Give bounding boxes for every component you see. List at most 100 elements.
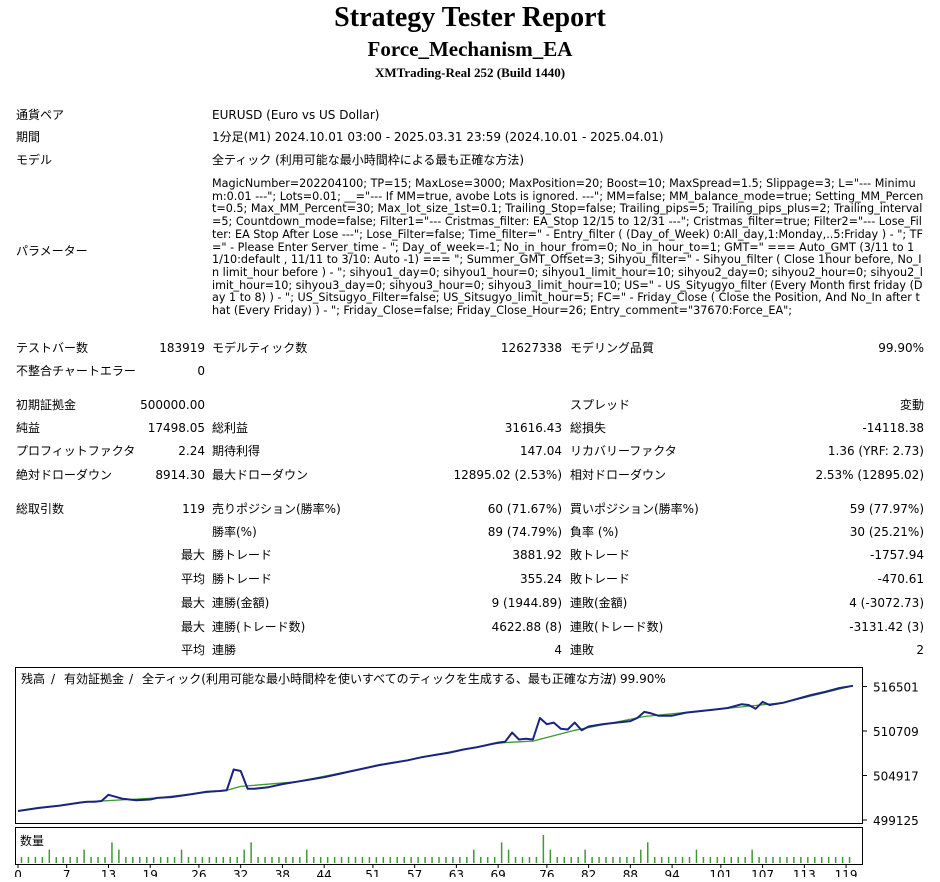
y-tick-label: 499125 <box>873 814 919 828</box>
abs-dd-label: 絶対ドローダウン <box>16 468 113 482</box>
quality-label: モデリング品質 <box>570 341 655 355</box>
x-tick-label: 119 <box>835 868 858 877</box>
legend-model: 全ティック(利用可能な最小時間枠を使いすべてのティックを生成する、最も正確な方法… <box>142 671 617 686</box>
max-dd-value: 12895.02 (2.53%) <box>453 468 562 482</box>
x-tick-label: 107 <box>751 868 774 877</box>
period-label: 期間 <box>16 130 41 144</box>
legend-equity: 有効証拠金 <box>64 671 124 686</box>
legend-sep-1: / <box>51 672 56 686</box>
gross-profit-label: 総利益 <box>212 421 249 435</box>
x-tick-label: 26 <box>191 868 206 877</box>
y-tick-label: 510709 <box>873 725 919 739</box>
x-tick-label: 57 <box>407 868 422 877</box>
largest-win-value: 3881.92 <box>512 548 562 562</box>
recovery-label: リカバリーファクタ <box>570 444 677 458</box>
winrate-label: 勝率(%) <box>212 525 257 539</box>
params-label: パラメーター <box>16 244 88 258</box>
x-tick-label: 32 <box>233 868 248 877</box>
mismatch-value: 0 <box>197 364 205 378</box>
volume-label: 数量 <box>20 833 44 848</box>
deposit-label: 初期証拠金 <box>16 398 77 412</box>
symbol-value: EURUSD (Euro vs US Dollar) <box>212 108 380 122</box>
trades-label: 総取引数 <box>16 502 65 516</box>
x-tick-label: 51 <box>365 868 380 877</box>
mismatch-label: 不整合チャートエラー <box>16 364 136 378</box>
x-tick-label: 19 <box>143 868 158 877</box>
x-tick-label: 101 <box>709 868 732 877</box>
largest-loss-label: 敗トレード <box>570 548 631 562</box>
avg-win-value: 355.24 <box>520 572 562 586</box>
max2-label: 最大 <box>180 620 205 634</box>
balance-line <box>17 684 854 812</box>
x-tick-label: 7 <box>63 868 71 877</box>
legend-balance: 残高 <box>21 671 45 686</box>
avg-cons-wins-value: 4 <box>554 643 562 657</box>
y-tick-label: 516501 <box>873 681 919 695</box>
avg-loss-label: 敗トレード <box>570 572 631 586</box>
report-title: Strategy Tester Report <box>334 2 606 33</box>
spread-value: 変動 <box>899 398 924 412</box>
y-tick-label: 504917 <box>873 770 919 784</box>
largest-win-label: 勝トレード <box>212 548 273 562</box>
lossrate-label: 負率 (%) <box>570 525 619 539</box>
x-tick-label: 38 <box>275 868 290 877</box>
consec-wins-cnt-value: 4622.88 (8) <box>491 620 562 634</box>
largest-loss-value: -1757.94 <box>870 548 924 562</box>
deposit-value: 500000.00 <box>140 398 205 412</box>
avg-cons-losses-label: 連敗 <box>570 643 595 657</box>
consec-losses-amt-label: 連敗(金額) <box>570 596 628 610</box>
period-value: 1分足(M1) 2024.10.01 03:00 - 2025.03.31 23… <box>212 130 664 144</box>
avg-cons-wins-label: 連勝 <box>212 643 237 657</box>
avg-loss-value: -470.61 <box>877 572 924 586</box>
bars-label: テストバー数 <box>16 341 89 355</box>
consec-wins-cnt-label: 連勝(トレード数) <box>212 620 306 634</box>
ticks-value: 12627338 <box>500 341 562 355</box>
params-value: MagicNumber=202204100; TP=15; MaxLose=30… <box>212 177 924 318</box>
recovery-value: 1.36 (YRF: 2.73) <box>827 444 924 458</box>
trades-value: 119 <box>182 502 205 516</box>
long-label: 買いポジション(勝率%) <box>570 502 699 516</box>
x-tick-label: 69 <box>491 868 506 877</box>
consec-wins-amt-label: 連勝(金額) <box>212 596 270 610</box>
consec-losses-amt-value: 4 (-3072.73) <box>849 596 924 610</box>
x-tick-label: 44 <box>317 868 332 877</box>
gross-loss-label: 総損失 <box>570 421 607 435</box>
rel-dd-value: 2.53% (12895.02) <box>815 468 924 482</box>
largest-label: 最大 <box>180 548 205 562</box>
model-label: モデル <box>16 153 53 167</box>
legend-sep-2: / <box>129 672 134 686</box>
pf-value: 2.24 <box>178 444 205 458</box>
server-build: XMTrading-Real 252 (Build 1440) <box>374 65 566 80</box>
consec-wins-amt-value: 9 (1944.89) <box>491 596 562 610</box>
consec-losses-cnt-label: 連敗(トレード数) <box>570 620 664 634</box>
gross-loss-value: -14118.38 <box>862 421 924 435</box>
legend-quality: 99.90% <box>620 672 666 686</box>
chart-legend: 残高 / 有効証拠金 / 全ティック(利用可能な最小時間枠を使いすべてのティック… <box>21 671 666 686</box>
legend-sep-3: / <box>608 672 613 686</box>
winrate-value: 89 (74.79%) <box>487 525 562 539</box>
x-tick-label: 94 <box>664 868 679 877</box>
pf-label: プロフィットファクタ <box>16 444 136 458</box>
x-tick-label: 88 <box>623 868 638 877</box>
rel-dd-label: 相対ドローダウン <box>570 468 667 482</box>
expected-value: 147.04 <box>520 444 562 458</box>
model-value: 全ティック (利用可能な最小時間枠による最も正確な方法) <box>212 153 525 167</box>
symbol-label: 通貨ペア <box>16 108 65 122</box>
x-tick-label: 0 <box>15 868 22 877</box>
balance-equity-chart: 残高 / 有効証拠金 / 全ティック(利用可能な最小時間枠を使いすべてのティック… <box>15 667 919 877</box>
short-value: 60 (71.67%) <box>487 502 562 516</box>
ea-name: Force_Mechanism_EA <box>367 37 573 61</box>
spread-label: スプレッド <box>570 398 631 412</box>
max-dd-label: 最大ドローダウン <box>212 468 309 482</box>
x-tick-label: 13 <box>101 868 116 877</box>
quality-value: 99.90% <box>878 341 924 355</box>
x-tick-label: 76 <box>539 868 554 877</box>
avg-win-label: 勝トレード <box>212 572 273 586</box>
net-value: 17498.05 <box>147 421 205 435</box>
x-tick-label: 82 <box>581 868 596 877</box>
avg2-label: 平均 <box>180 643 205 657</box>
expected-label: 期待利得 <box>212 444 261 458</box>
x-tick-label: 113 <box>793 868 816 877</box>
abs-dd-value: 8914.30 <box>155 468 205 482</box>
lossrate-value: 30 (25.21%) <box>849 525 924 539</box>
